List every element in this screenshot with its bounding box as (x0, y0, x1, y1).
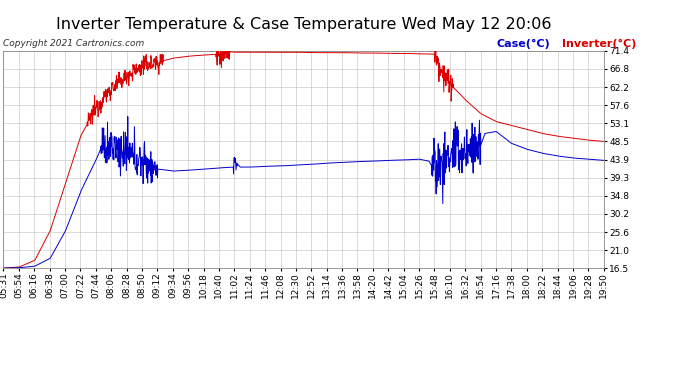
Text: Copyright 2021 Cartronics.com: Copyright 2021 Cartronics.com (3, 39, 145, 48)
Text: Inverter(°C): Inverter(°C) (562, 39, 637, 50)
Text: Case(°C): Case(°C) (497, 39, 551, 50)
Text: Inverter Temperature & Case Temperature Wed May 12 20:06: Inverter Temperature & Case Temperature … (56, 17, 551, 32)
